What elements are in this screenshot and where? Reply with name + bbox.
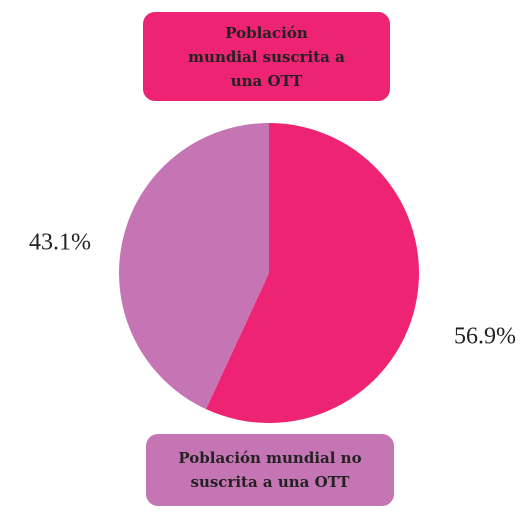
data-label: 56.9%: [454, 324, 516, 350]
pie-slice: [118, 122, 269, 410]
legend-label: Población mundial suscrita a una OTT: [188, 23, 345, 90]
data-label: 43.1%: [29, 230, 91, 256]
legend-label: Población mundial no suscrita a una OTT: [178, 449, 362, 491]
pie-slice: [205, 123, 419, 423]
legend-box: Población mundial suscrita a una OTT: [143, 12, 390, 101]
legend-box: Población mundial no suscrita a una OTT: [146, 434, 394, 506]
